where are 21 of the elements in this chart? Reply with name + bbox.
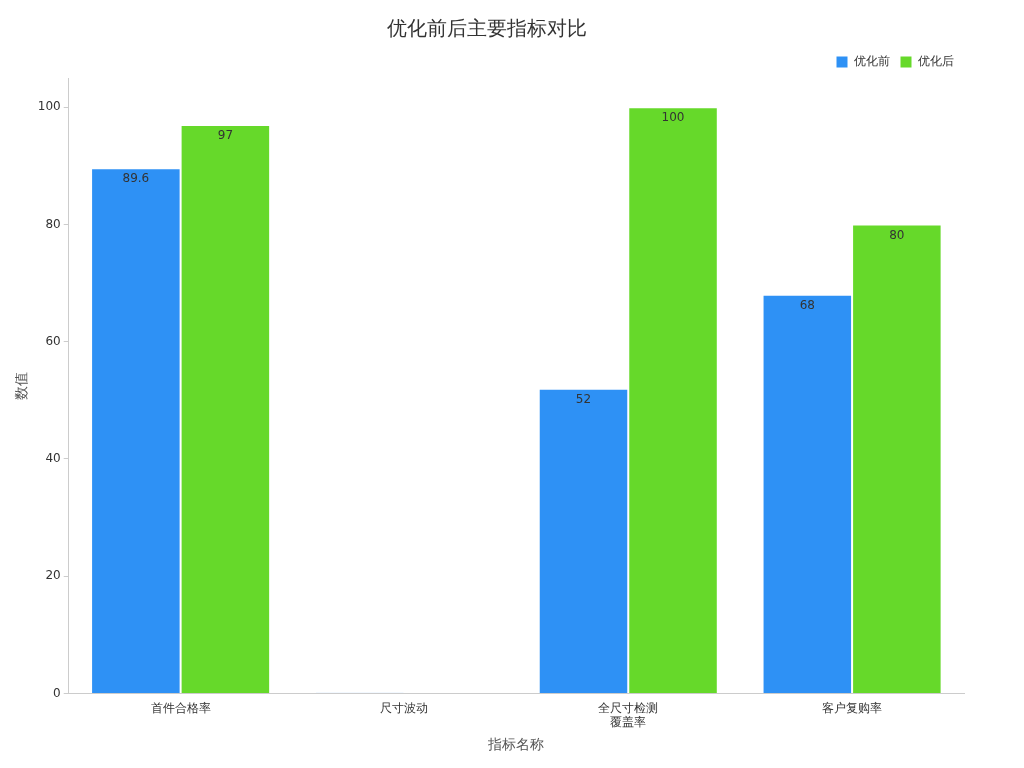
data-label: 68 [799, 297, 815, 312]
data-label: 80 [889, 227, 905, 242]
x-tick-label: 客户复购率 [822, 700, 883, 715]
y-tick-label: 100 [37, 99, 61, 114]
y-tick-label: 40 [45, 451, 61, 466]
data-label: 52 [575, 391, 592, 406]
y-tick-label: 20 [45, 568, 61, 583]
y-tick-label: 0 [53, 685, 61, 700]
data-label: 89.6 [122, 171, 150, 186]
data-label: 97 [217, 128, 234, 143]
y-tick-label: 60 [45, 333, 61, 348]
legend-label: 优化后 [918, 54, 954, 69]
x-tick-label: 尺寸波动 [380, 700, 429, 715]
chart-title: 优化前后主要指标对比 [387, 16, 587, 41]
legend-label: 优化前 [854, 54, 890, 69]
y-tick-label: 80 [45, 216, 61, 231]
y-axis-title: 数值 [13, 371, 30, 400]
x-tick-label: 首件合格率 [150, 700, 211, 715]
x-axis-title: 指标名称 [487, 736, 545, 753]
x-tick-label: 全尺寸检测覆盖率 [598, 700, 659, 730]
data-label: 100 [661, 110, 685, 125]
